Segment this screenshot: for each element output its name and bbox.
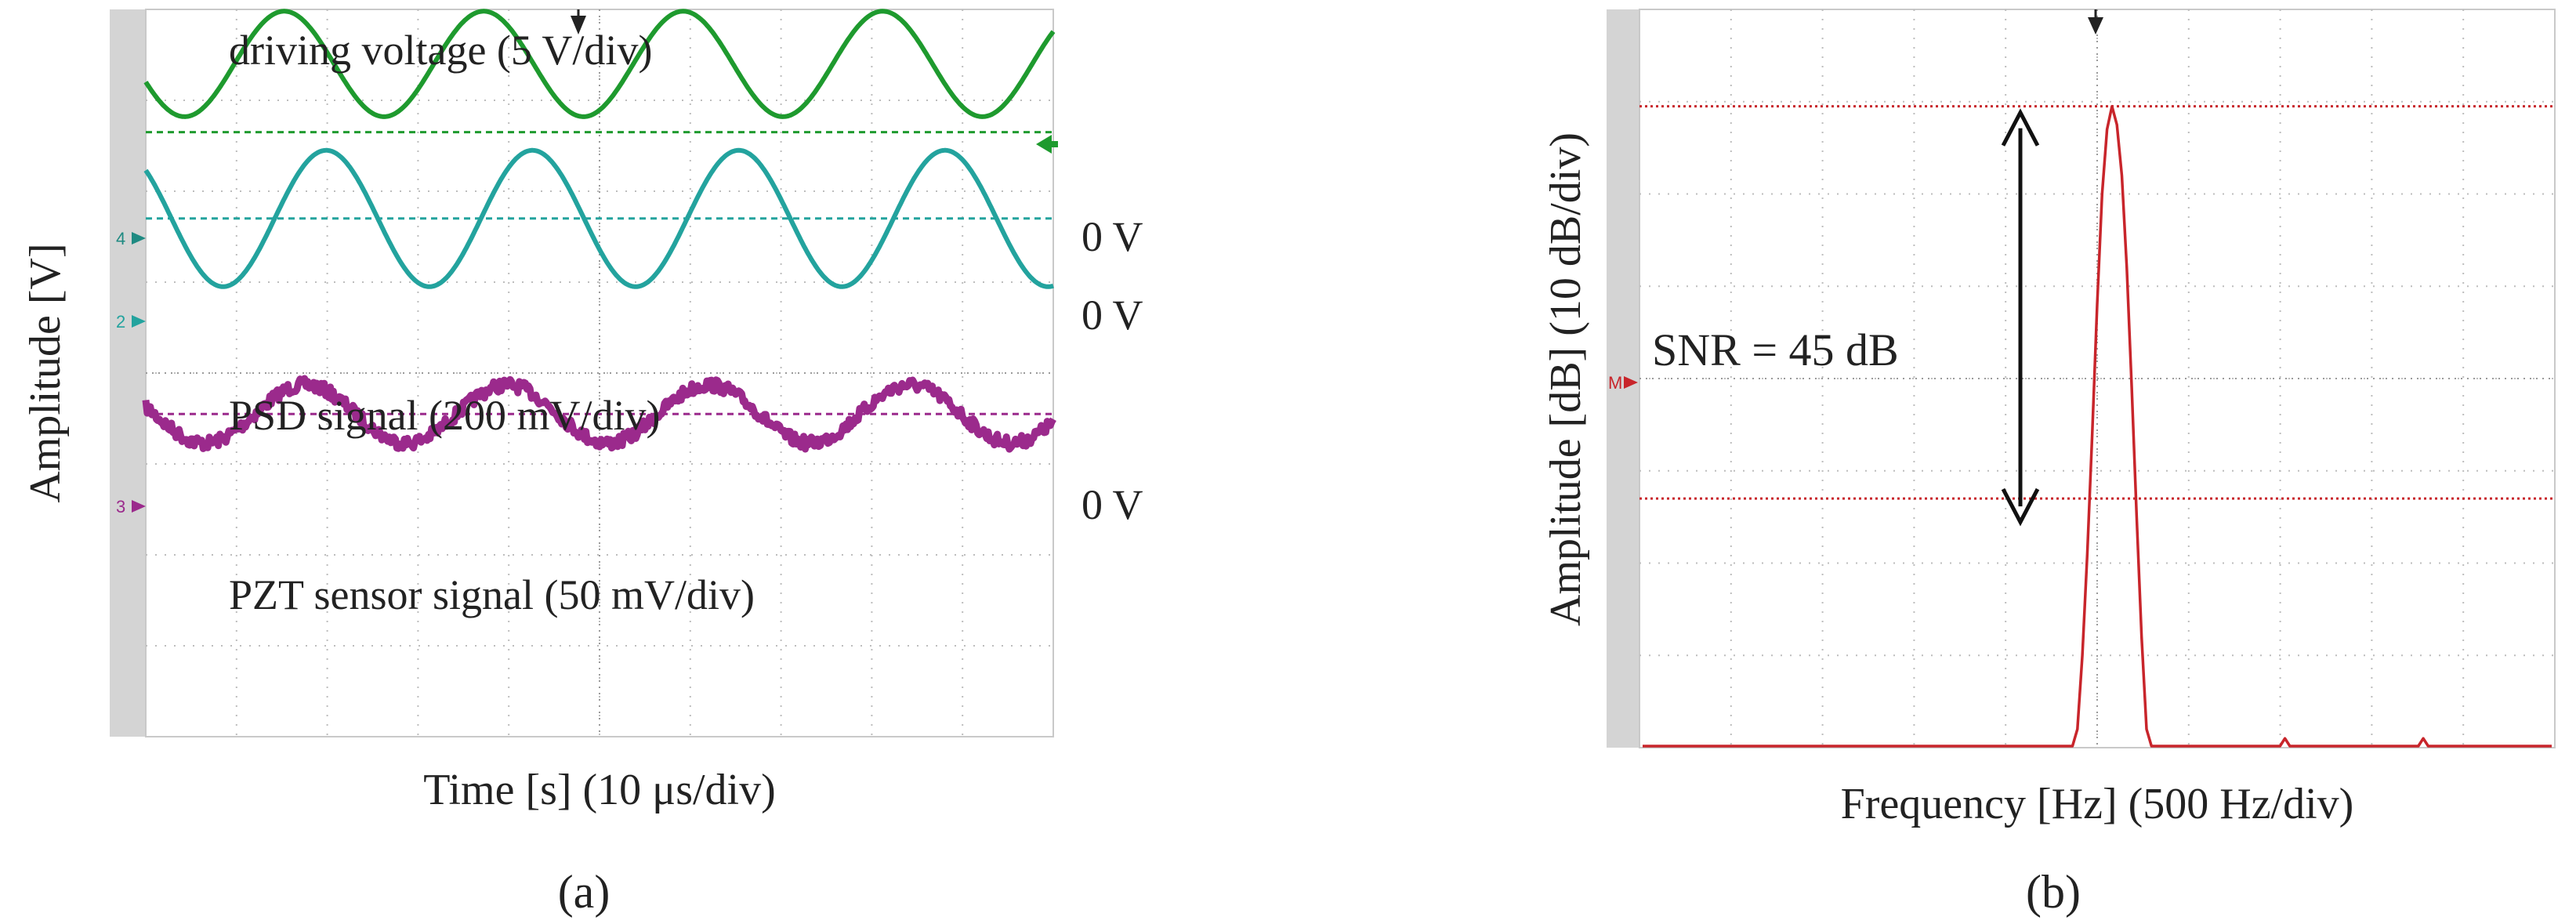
grid-a	[146, 9, 1053, 737]
panel-label-b: (b)	[2026, 866, 2081, 918]
spectrum-trace	[1643, 104, 2552, 748]
channel-4-arrow-icon	[132, 232, 146, 245]
x-axis-label-a: Time [s] (10 μs/div)	[423, 766, 776, 814]
channel-marker-3: 3	[116, 497, 125, 516]
snr-annotation: SNR = 45 dB	[1652, 324, 1899, 375]
zero-label-ch2: 0 V	[1081, 292, 1143, 339]
trace-pzt-sensor-signal	[142, 375, 1056, 453]
channel-marker-4: 4	[116, 229, 125, 248]
ch1-level-bar	[1049, 141, 1058, 147]
y-axis-label-a: Amplitude [V]	[21, 243, 70, 502]
snr-double-arrow-icon	[2001, 108, 2040, 527]
y-axis-label-b: Amplitude [dB] (10 dB/div)	[1542, 132, 1590, 626]
scope-gutter-a	[110, 9, 146, 737]
label-psd-signal: PSD signal (200 mV/div)	[229, 392, 661, 439]
panel-label-a: (a)	[558, 866, 610, 918]
math-marker: M	[1608, 373, 1622, 393]
spectrum-b	[1639, 104, 2555, 748]
trace-psd-signal	[143, 147, 1055, 289]
trigger-arrow-icon	[571, 16, 586, 34]
label-driving-voltage: driving voltage (5 V/div)	[229, 27, 652, 74]
trace-driving-voltage	[143, 9, 1056, 119]
snr-arrow-head-top	[2001, 108, 2040, 147]
grid-b	[1639, 9, 2555, 748]
zero-label-ch3: 0 V	[1081, 481, 1143, 528]
ch1-level-arrow-icon	[1036, 135, 1052, 154]
scope-gutter-b	[1607, 9, 1639, 748]
math-marker-arrow-icon	[1624, 376, 1638, 389]
x-axis-label-b: Frequency [Hz] (500 Hz/div)	[1841, 780, 2354, 828]
panel-a: driving voltage (5 V/div) PSD signal (20…	[21, 9, 1143, 918]
channel-2-arrow-icon	[132, 315, 146, 328]
traces-a	[142, 9, 1056, 453]
channel-marker-2: 2	[116, 312, 125, 332]
panel-b: M SNR = 45 dB Frequency [Hz] (500 Hz/div…	[1542, 9, 2556, 918]
trigger-arrow-icon-b	[2088, 17, 2103, 34]
snr-arrow-head-bottom	[2001, 487, 2040, 527]
zero-label-ch4: 0 V	[1081, 213, 1143, 260]
label-pzt-signal: PZT sensor signal (50 mV/div)	[229, 571, 755, 618]
channel-3-arrow-icon	[132, 500, 146, 513]
